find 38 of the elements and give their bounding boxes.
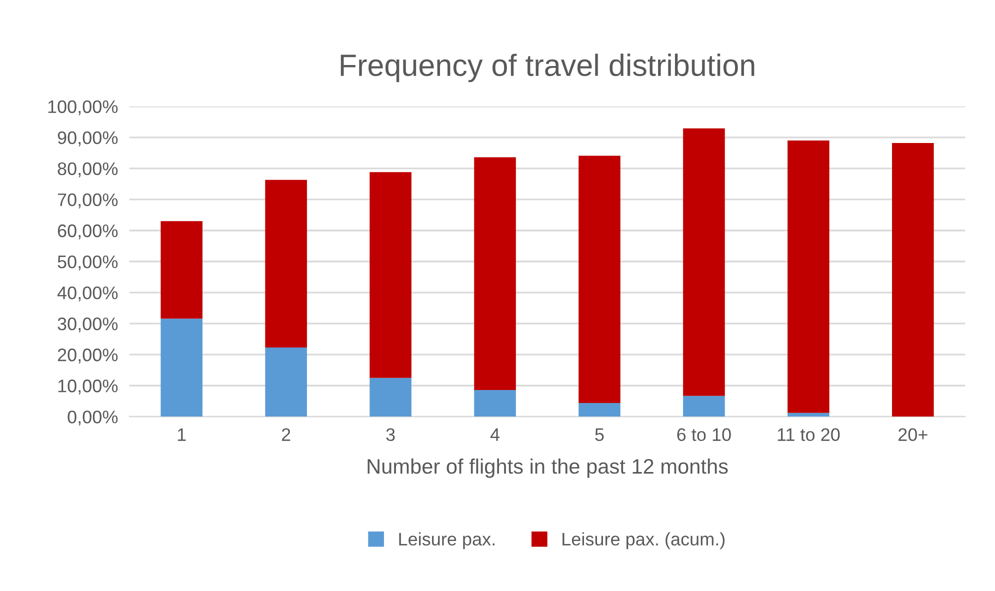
x-tick-label: 20+ [898, 428, 928, 442]
bar [474, 157, 516, 390]
y-tick-label: 70,00% [58, 193, 118, 208]
y-tick-label: 30,00% [58, 318, 118, 332]
y-tick-label: 60,00% [58, 224, 118, 240]
x-tick-label: 2 [282, 428, 290, 441]
bar [578, 403, 620, 417]
y-tick-label: 40,00% [57, 286, 118, 302]
bar [370, 172, 412, 378]
bar [788, 140, 830, 413]
y-tick-label: 50,00% [58, 255, 118, 270]
x-tick-label: 6 to 10 [677, 428, 731, 442]
x-tick-label: 1 [178, 428, 186, 441]
bar [578, 156, 620, 404]
x-tick-label: 3 [386, 428, 395, 442]
x-tick-label: 4 [490, 428, 500, 441]
y-tick-label: 20,00% [58, 348, 118, 364]
bar [683, 128, 725, 396]
legend-label: Leisure pax. [399, 532, 494, 550]
x-tick-label: 11 to 20 [778, 428, 840, 442]
y-tick-label: 80,00% [58, 162, 118, 178]
bar [892, 142, 934, 417]
legend-label: Leisure pax. (acum.) [562, 532, 725, 550]
bar [683, 396, 725, 417]
y-tick-label: 100,00% [48, 100, 118, 116]
bar [265, 347, 307, 417]
x-axis-title: Number of flights in the past 12 months [368, 458, 728, 478]
chart-title: Frequency of travel distribution [340, 54, 754, 82]
x-tick-label: 5 [595, 428, 604, 442]
y-tick-label: 10,00% [58, 380, 118, 394]
bar [474, 390, 516, 417]
bar [160, 318, 202, 417]
bar [370, 378, 412, 417]
y-tick-label: 90,00% [58, 131, 118, 146]
y-tick-label: 0,00% [68, 410, 118, 426]
bar [265, 180, 307, 348]
bar [788, 412, 830, 417]
bar [160, 221, 202, 319]
